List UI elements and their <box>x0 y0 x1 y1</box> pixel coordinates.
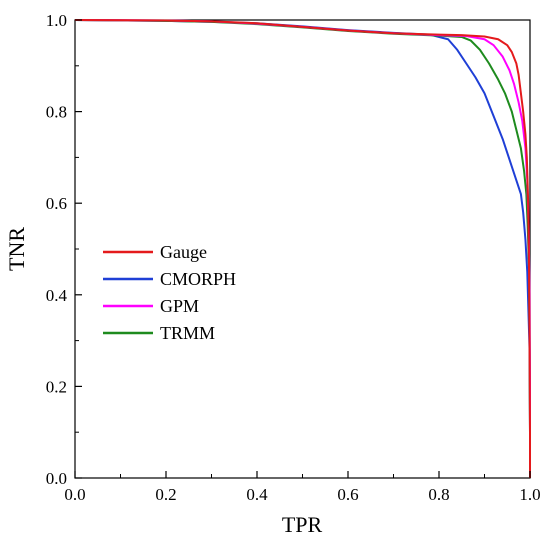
x-tick-label-2: 0.4 <box>246 485 268 504</box>
series-line-gauge <box>74 19 531 478</box>
legend-label-trmm: TRMM <box>160 323 215 343</box>
x-tick-label-0: 0.0 <box>64 485 85 504</box>
series-layer <box>74 19 531 478</box>
x-tick-label-1: 0.2 <box>155 485 176 504</box>
legend-label-gpm: GPM <box>160 296 199 316</box>
y-tick-label-0: 0.0 <box>46 469 67 488</box>
series-line-cmorph <box>74 19 531 478</box>
x-tick-label-4: 0.8 <box>428 485 449 504</box>
plot-frame <box>74 19 531 479</box>
series-line-trmm <box>74 19 531 478</box>
legend-label-cmorph: CMORPH <box>160 269 236 289</box>
x-tick-label-3: 0.6 <box>337 485 358 504</box>
y-axis-title: TNR <box>4 227 29 271</box>
legend-label-gauge: Gauge <box>160 242 207 262</box>
y-tick-label-1: 0.2 <box>46 377 67 396</box>
legend: Gauge CMORPH GPM TRMM <box>103 242 236 343</box>
x-axis-title: TPR <box>282 512 323 537</box>
y-tick-label-2: 0.4 <box>46 286 68 305</box>
y-tick-label-4: 0.8 <box>46 103 67 122</box>
y-tick-label-3: 0.6 <box>46 194 67 213</box>
y-tick-label-5: 1.0 <box>46 11 67 30</box>
ticks-layer: 0.0 0.2 0.4 0.6 0.8 1.0 0.0 0.2 0.4 0.6 0.8 1.0 <box>46 11 541 504</box>
x-tick-label-5: 1.0 <box>519 485 540 504</box>
series-line-gpm <box>74 19 531 478</box>
